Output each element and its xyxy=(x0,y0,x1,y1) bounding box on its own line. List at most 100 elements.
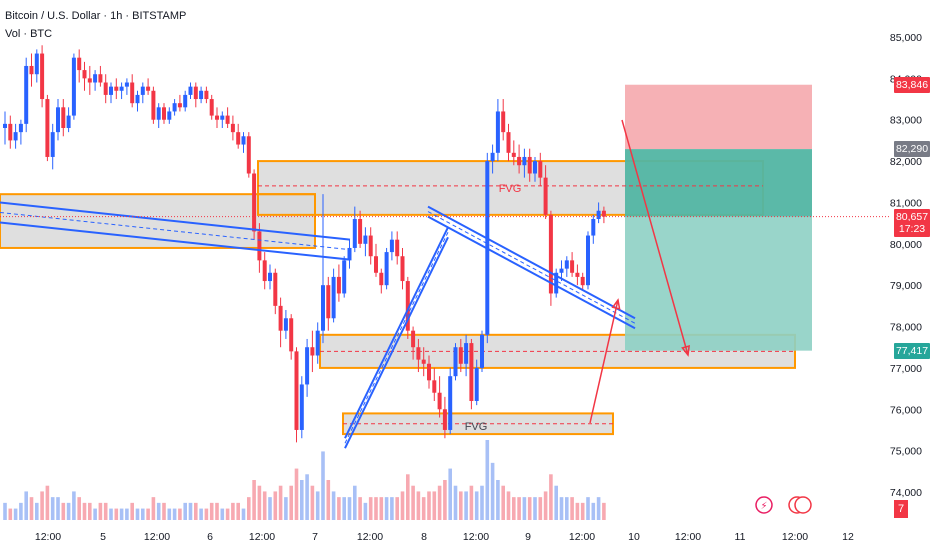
volume-bar xyxy=(77,497,81,520)
candle-body xyxy=(140,86,145,95)
candle-body xyxy=(177,103,182,108)
candle-body xyxy=(98,74,103,83)
volume-bar xyxy=(480,485,484,520)
volume-bar xyxy=(114,508,119,520)
volume-bar xyxy=(284,497,288,520)
price-tick: 75,000 xyxy=(890,446,922,458)
volume-bar xyxy=(247,497,251,520)
chart-title: Bitcoin / U.S. Dollar · 1h · BITSTAMP xyxy=(5,10,187,22)
volume-bar xyxy=(591,502,596,520)
volume-bar xyxy=(400,491,405,520)
volume-bar xyxy=(294,468,299,520)
candle-body xyxy=(151,90,156,120)
volume-bar xyxy=(596,497,601,520)
volume-bar xyxy=(82,502,87,520)
fvg-lower-label: FVG xyxy=(465,421,488,433)
candle-body xyxy=(305,347,310,385)
volume-bar xyxy=(19,502,23,520)
candle-body xyxy=(93,74,98,83)
volume-bar xyxy=(501,485,505,520)
time-tick: 6 xyxy=(207,531,213,543)
volume-bar xyxy=(459,491,463,520)
time-tick: 12:00 xyxy=(782,531,808,543)
volume-bar xyxy=(358,497,362,520)
candle-body xyxy=(400,256,405,282)
volume-bar xyxy=(24,491,28,520)
volume-bar xyxy=(156,502,161,520)
candle-body xyxy=(570,260,575,273)
candle-body xyxy=(495,111,500,153)
price-tick: 76,000 xyxy=(890,404,922,416)
candle-body xyxy=(342,260,347,294)
candle-body xyxy=(225,115,230,124)
time-tick: 9 xyxy=(525,531,531,543)
volume-bar xyxy=(289,485,293,520)
volume-bar xyxy=(151,497,156,520)
candle-body xyxy=(82,70,87,79)
volume-bar xyxy=(406,474,410,520)
candle-body xyxy=(24,65,29,124)
volume-bar xyxy=(50,497,55,520)
volume-bar xyxy=(146,508,150,520)
candle-body xyxy=(395,239,400,257)
volume-bar xyxy=(29,497,34,520)
volume-bars xyxy=(3,440,606,520)
volume-bar xyxy=(172,508,177,520)
volume-bar xyxy=(236,502,240,520)
candle-body xyxy=(119,86,124,91)
candle-body xyxy=(246,136,251,174)
volume-bar xyxy=(130,502,134,520)
volume-bar xyxy=(427,491,431,520)
candle-body xyxy=(548,214,553,294)
price-tick: 77,000 xyxy=(890,363,922,375)
volume-bar xyxy=(331,491,336,520)
time-tick: 12:00 xyxy=(35,531,61,543)
candle-body xyxy=(252,173,257,232)
candle-body xyxy=(384,252,389,286)
volume-bar xyxy=(88,502,92,520)
trendline xyxy=(427,205,636,320)
arrow-head xyxy=(681,345,691,357)
projection-arrow xyxy=(621,119,689,356)
volume-bar xyxy=(554,485,558,520)
candle-body xyxy=(575,272,580,277)
trendline xyxy=(0,201,351,241)
volume-bar xyxy=(257,485,262,520)
volume-bar xyxy=(326,480,331,520)
candle-body xyxy=(146,86,151,91)
candle-body xyxy=(130,82,135,104)
candle-body xyxy=(29,65,34,75)
candle-body xyxy=(40,53,45,100)
volume-bar xyxy=(262,491,267,520)
volume-bar xyxy=(363,502,368,520)
volume-bar xyxy=(167,508,172,520)
alert-count-badge[interactable]: 7 xyxy=(894,500,908,518)
price-tick: 82,000 xyxy=(890,156,922,168)
candle-body xyxy=(458,347,463,364)
candle-body xyxy=(315,330,320,356)
candle-body xyxy=(8,123,13,141)
volume-bar xyxy=(183,502,187,520)
volume-bar xyxy=(278,485,283,520)
candle-body xyxy=(543,177,548,215)
volume-bar xyxy=(56,497,60,520)
candle-body xyxy=(34,53,39,75)
candle-body xyxy=(586,235,590,286)
volume-bar xyxy=(321,451,325,520)
volume-bar xyxy=(448,468,452,520)
candle-body xyxy=(257,231,262,261)
candle-body xyxy=(262,260,267,282)
candle-body xyxy=(490,152,495,162)
trendline xyxy=(344,236,449,449)
candle-body xyxy=(289,318,294,352)
volume-bar xyxy=(194,502,198,520)
volume-bar xyxy=(485,440,490,520)
fvg-upper-label: FVG xyxy=(499,183,522,195)
volume-bar xyxy=(231,502,235,520)
candle-body xyxy=(411,330,416,348)
time-tick: 12:00 xyxy=(249,531,275,543)
candle-body xyxy=(66,115,71,128)
volume-bar xyxy=(411,485,415,520)
volume-bar xyxy=(45,485,50,520)
